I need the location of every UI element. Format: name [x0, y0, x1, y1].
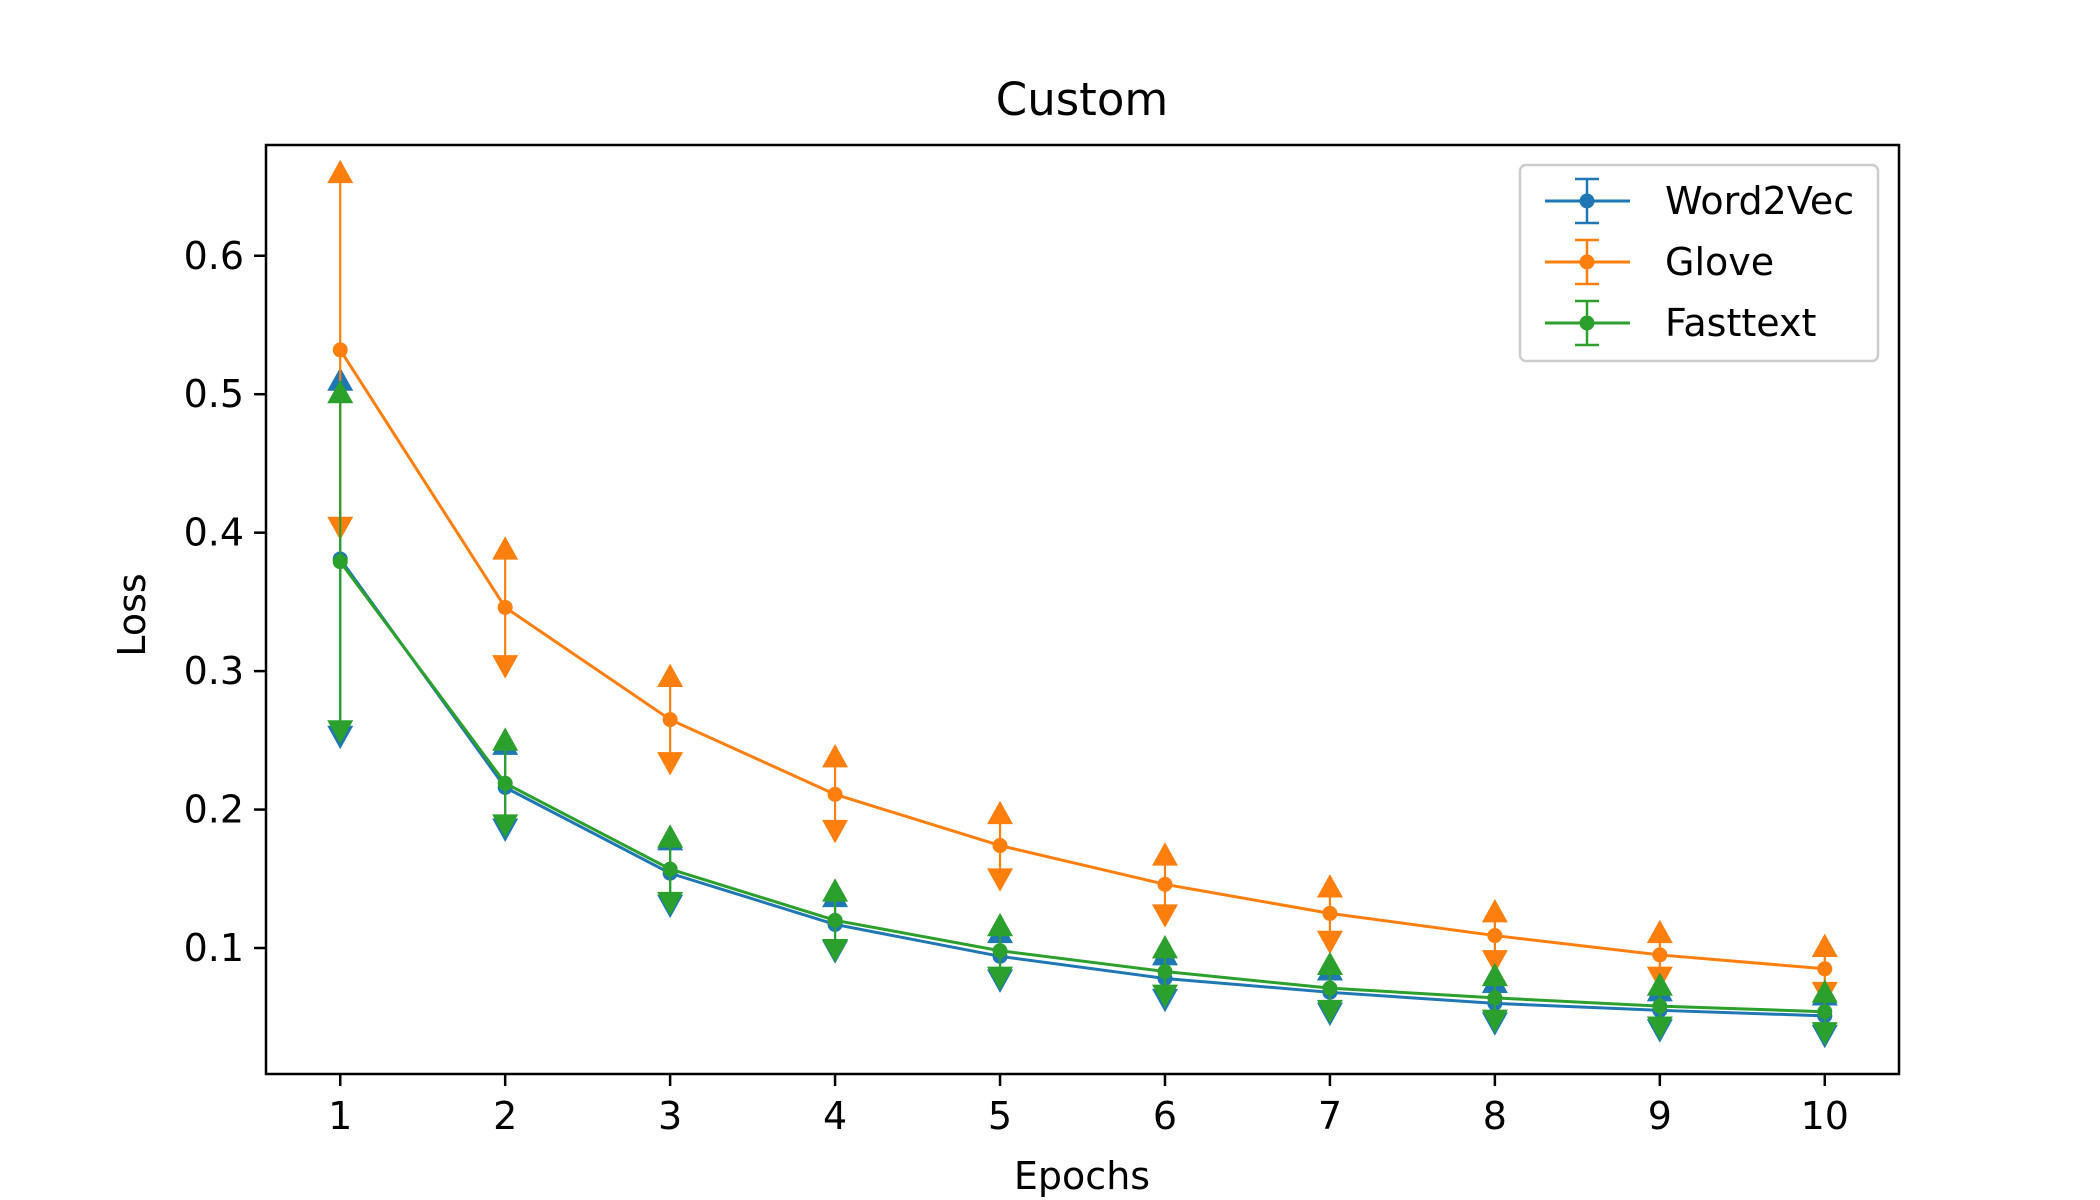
data-point [827, 786, 843, 802]
legend-marker [1579, 254, 1595, 270]
upper-limit-marker [1481, 962, 1508, 987]
y-tick-label: 0.4 [184, 511, 244, 555]
lower-limit-marker [1481, 1009, 1508, 1034]
lower-limit-marker [657, 891, 684, 916]
upper-limit-marker [1151, 935, 1178, 959]
x-tick-label: 10 [1801, 1094, 1849, 1138]
axes: 1 2 3 4 5 6 7 8 9 10 0.1 0.2 0.3 0.4 0.5 0.6 [184, 234, 1849, 1138]
data-point [1487, 928, 1503, 944]
upper-limit-marker [327, 379, 354, 404]
data-point [1652, 947, 1668, 963]
data-point [1652, 998, 1668, 1014]
legend-label: Fasttext [1665, 301, 1816, 345]
x-tick-label: 6 [1153, 1094, 1177, 1138]
data-point [497, 599, 513, 615]
legend-label: Glove [1665, 240, 1774, 284]
data-point [992, 943, 1008, 959]
upper-limit-marker [1811, 933, 1838, 958]
lower-limit-marker [987, 868, 1014, 892]
series-line [339, 560, 1825, 1014]
data-point [332, 554, 348, 570]
lower-limit-marker [1646, 1016, 1673, 1040]
lower-limit-marker [327, 720, 354, 744]
series-glove [327, 159, 1838, 1006]
lower-limit-marker [1316, 930, 1343, 955]
y-tick-label: 0.2 [184, 788, 244, 832]
data-point [1322, 980, 1338, 996]
lower-limit-marker [657, 752, 684, 776]
x-tick-label: 7 [1318, 1094, 1342, 1138]
data-point [662, 861, 678, 877]
x-tick-label: 1 [328, 1094, 352, 1138]
legend: Word2Vec Glove Fasttext [1518, 163, 1880, 363]
upper-limit-marker [492, 727, 519, 751]
legend-label: Word2Vec [1665, 179, 1854, 223]
data-point [1817, 1004, 1833, 1020]
y-axis-label: Loss [110, 573, 154, 656]
data-point [827, 912, 843, 928]
upper-limit-marker [1151, 842, 1178, 866]
y-tick-label: 0.3 [184, 649, 244, 693]
data-point [1487, 990, 1503, 1006]
lower-limit-marker [822, 819, 849, 844]
upper-limit-marker [1646, 919, 1673, 944]
chart-title: Custom [996, 73, 1168, 126]
legend-box [1518, 163, 1880, 363]
y-tick-label: 0.6 [184, 234, 244, 278]
data-point [1157, 876, 1173, 892]
x-tick-label: 2 [493, 1094, 517, 1138]
data-point [1322, 905, 1338, 921]
plot-area [327, 159, 1838, 1049]
legend-marker [1579, 315, 1595, 331]
data-point [1157, 964, 1173, 980]
lower-limit-marker [822, 938, 849, 963]
x-tick-label: 5 [988, 1094, 1012, 1138]
x-axis-label: Epochs [1014, 1154, 1150, 1198]
series-fasttext [327, 379, 1838, 1046]
x-tick-label: 3 [658, 1094, 682, 1138]
x-tick-label: 4 [823, 1094, 847, 1138]
series-line [338, 349, 1825, 971]
upper-limit-marker [1316, 874, 1343, 898]
y-tick-label: 0.1 [184, 926, 244, 970]
upper-limit-marker [1316, 951, 1343, 976]
lower-limit-marker [1811, 1022, 1838, 1046]
legend-entry-glove: Glove [1545, 238, 1774, 286]
data-point [662, 712, 678, 728]
lower-limit-marker [987, 966, 1014, 991]
lower-limit-marker [1151, 904, 1178, 928]
data-point [1817, 961, 1833, 977]
data-point [332, 342, 348, 358]
upper-limit-marker [987, 912, 1014, 937]
upper-limit-marker [657, 663, 684, 688]
legend-marker [1579, 193, 1595, 209]
upper-limit-marker [822, 878, 849, 902]
series-line [339, 558, 1825, 1018]
legend-entry-word2vec: Word2Vec [1545, 177, 1854, 225]
upper-limit-marker [1481, 899, 1508, 923]
lower-limit-marker [492, 814, 519, 838]
upper-limit-marker [1811, 979, 1838, 1003]
x-tick-label: 8 [1483, 1094, 1507, 1138]
upper-limit-marker [657, 824, 684, 848]
lower-limit-marker [1151, 984, 1178, 1009]
x-tick-label: 9 [1648, 1094, 1672, 1138]
upper-limit-marker [327, 159, 354, 184]
y-tick-label: 0.5 [184, 372, 244, 416]
lower-limit-marker [492, 655, 519, 679]
lower-limit-marker [1481, 950, 1508, 974]
upper-limit-marker [492, 536, 519, 560]
upper-limit-marker [1646, 972, 1673, 996]
plot-frame [264, 143, 1901, 1076]
legend-entry-fasttext: Fasttext [1545, 299, 1816, 347]
upper-limit-marker [987, 800, 1014, 825]
data-point [497, 775, 513, 791]
data-point [992, 838, 1008, 854]
lower-limit-marker [1316, 999, 1343, 1024]
upper-limit-marker [822, 743, 849, 768]
